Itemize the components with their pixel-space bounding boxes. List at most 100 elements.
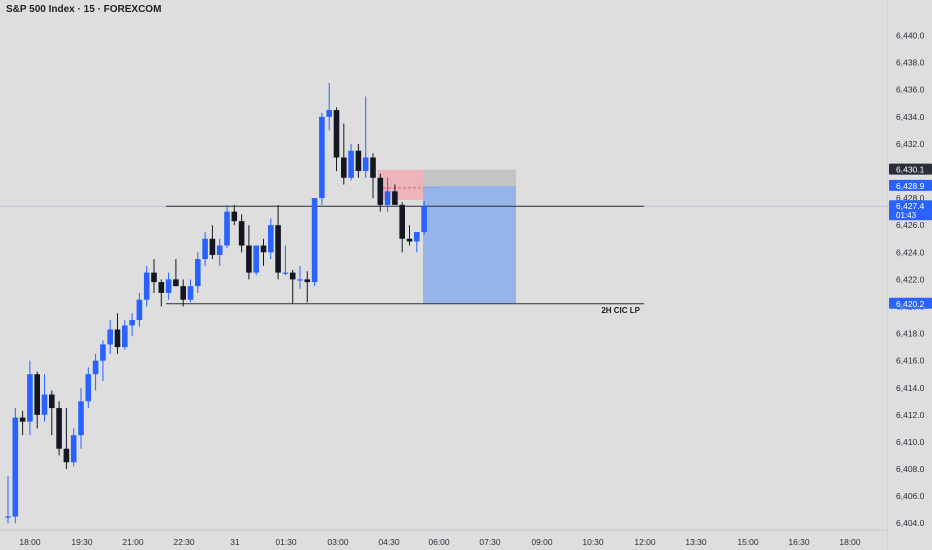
candle — [41, 374, 48, 422]
candle — [5, 475, 11, 524]
candle-body — [202, 238, 208, 260]
candle-body — [260, 245, 267, 253]
price-tick-label: 6,422.0 — [896, 274, 925, 284]
candle-body — [151, 272, 157, 283]
price-axis[interactable]: 6,404.0 6,406.0 6,408.0 6,410.0 6,412.0 6,414… — [888, 0, 932, 550]
candle-body — [56, 408, 62, 449]
candles-layer — [5, 82, 427, 524]
candle-body — [392, 191, 398, 205]
candle — [355, 143, 362, 178]
candle — [180, 279, 186, 307]
candle — [297, 265, 303, 289]
candle — [304, 271, 311, 303]
time-tick-label: 19:30 — [71, 537, 93, 547]
candle — [143, 265, 150, 307]
candle-body — [158, 282, 165, 293]
time-tick-label: 09:00 — [531, 537, 553, 547]
candle — [260, 238, 267, 266]
candle — [289, 269, 296, 304]
time-tick-label: 07:30 — [479, 537, 501, 547]
candle-body — [216, 245, 223, 256]
candle — [333, 107, 340, 172]
price-tick-label: 6,416.0 — [896, 356, 925, 366]
candle-body — [114, 329, 121, 348]
time-tick-label: 13:30 — [685, 537, 707, 547]
candle — [406, 225, 413, 246]
candle-body — [268, 225, 274, 253]
candle-body — [122, 325, 128, 348]
candle-body — [275, 225, 281, 273]
candle — [114, 313, 121, 354]
candle-body — [246, 245, 252, 273]
candle — [202, 231, 208, 266]
candle-body — [311, 198, 318, 283]
price-tick-label: 6,410.0 — [896, 437, 925, 447]
candle-body — [384, 191, 391, 205]
candle-body — [100, 344, 106, 361]
candle — [326, 82, 332, 131]
candle-body — [224, 211, 230, 246]
candle — [268, 218, 274, 260]
price-tick-label: 6,412.0 — [896, 410, 925, 420]
candle — [100, 340, 106, 381]
price-label: 6,420.2 — [889, 297, 932, 309]
candle-body — [297, 279, 303, 281]
candle — [49, 390, 55, 436]
price-label: 6,428.9 — [889, 179, 932, 191]
candle — [27, 360, 33, 436]
candle — [253, 245, 259, 276]
take-profit-zone[interactable] — [423, 185, 516, 304]
time-axis[interactable]: 18:00 19:30 21:00 22:30 31 01:30 03:00 04:30 06:… — [19, 537, 861, 547]
candle-body — [27, 374, 33, 422]
candle-body — [173, 279, 179, 287]
candle — [34, 371, 40, 429]
stop-loss-zone[interactable] — [423, 169, 516, 186]
candle — [122, 320, 128, 350]
price-tick-label: 6,424.0 — [896, 247, 925, 257]
price-label-badge — [889, 297, 932, 309]
candle-body — [238, 221, 245, 246]
candle-body — [304, 279, 311, 283]
price-tick-label: 6,404.0 — [896, 518, 925, 528]
candle-body — [326, 110, 332, 117]
candle — [12, 408, 19, 524]
candle-body — [289, 272, 296, 280]
price-labels: 6,430.1 6,428.9 6,427.401:43 6,420.2 — [889, 163, 932, 309]
candle-body — [12, 417, 19, 517]
candle — [129, 313, 135, 337]
price-label-badge — [889, 200, 932, 221]
time-tick-label: 16:30 — [788, 537, 810, 547]
position-tool[interactable] — [378, 169, 516, 304]
time-tick-label: 04:30 — [378, 537, 400, 547]
candle-body — [370, 157, 376, 178]
candle — [362, 96, 369, 178]
candle — [216, 238, 223, 266]
price-tick-label: 6,406.0 — [896, 491, 925, 501]
candle — [136, 292, 143, 327]
candle — [319, 112, 325, 205]
candle — [246, 225, 252, 280]
candle-body — [195, 259, 201, 287]
candle — [392, 184, 398, 205]
order-block-zone — [378, 169, 423, 200]
candle — [165, 272, 172, 300]
time-tick-label: 03:00 — [327, 537, 349, 547]
time-tick-label: 10:30 — [582, 537, 604, 547]
price-tick-label: 6,438.0 — [896, 58, 925, 68]
time-tick-label: 06:00 — [428, 537, 450, 547]
candle-body — [421, 206, 427, 232]
candle-body — [143, 272, 150, 300]
time-tick-label: 31 — [230, 537, 240, 547]
price-tick-label: 6,408.0 — [896, 464, 925, 474]
candle — [370, 153, 376, 199]
candle-body — [406, 238, 413, 242]
chart-title: S&P 500 Index · 15 · FOREXCOM — [6, 4, 162, 15]
candle — [275, 204, 281, 280]
candle — [92, 353, 99, 391]
candle — [85, 367, 92, 409]
candle — [78, 387, 84, 449]
horizontal-lines[interactable]: 2H CIC LP — [0, 205, 888, 315]
candle — [384, 177, 391, 212]
